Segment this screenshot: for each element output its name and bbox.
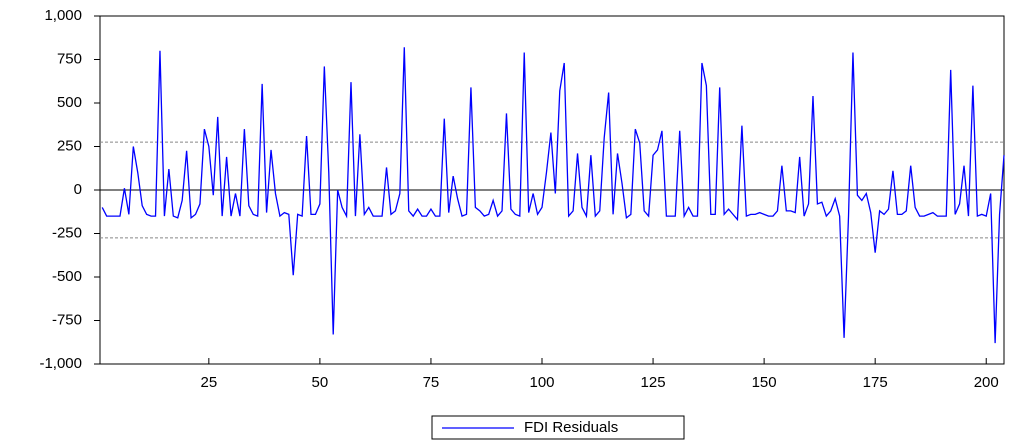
y-tick-label: -500 — [52, 268, 82, 285]
y-tick-label: -250 — [52, 224, 82, 241]
x-tick-label: 100 — [529, 374, 554, 391]
y-tick-label: -750 — [52, 311, 82, 328]
y-tick-label: 250 — [57, 137, 82, 154]
y-tick-label: 750 — [57, 50, 82, 67]
x-tick-label: 125 — [641, 374, 666, 391]
y-tick-label: -1,000 — [39, 355, 82, 372]
y-tick-label: 1,000 — [44, 7, 82, 24]
x-tick-label: 175 — [863, 374, 888, 391]
legend-box — [431, 415, 685, 440]
legend-label: FDI Residuals — [524, 419, 618, 436]
x-tick-label: 50 — [312, 374, 329, 391]
y-tick-label: 500 — [57, 94, 82, 111]
x-tick-label: 200 — [974, 374, 999, 391]
x-tick-label: 150 — [752, 374, 777, 391]
data-line — [101, 47, 1005, 344]
y-tick-label: 0 — [74, 181, 82, 198]
x-tick-label: 75 — [423, 374, 440, 391]
x-tick-label: 25 — [200, 374, 217, 391]
